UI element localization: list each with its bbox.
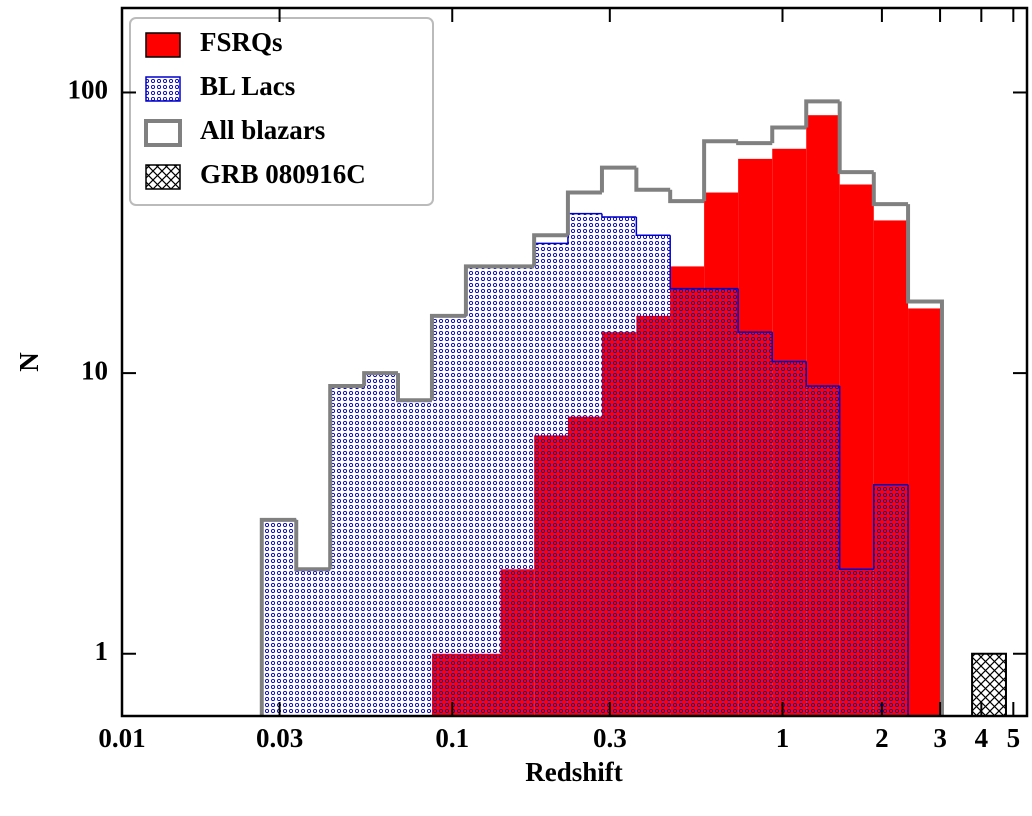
legend-swatch <box>145 32 181 58</box>
histogram-outline <box>838 385 874 571</box>
histogram-step <box>599 165 637 193</box>
legend-swatch <box>144 119 182 147</box>
histogram-step <box>804 99 840 128</box>
histogram-bar <box>296 569 331 716</box>
histogram-outline <box>737 288 773 333</box>
histogram-bar <box>670 288 705 716</box>
legend-label: BL Lacs <box>200 71 295 101</box>
histogram-bar <box>465 266 501 716</box>
plot-marks <box>259 99 1007 717</box>
histogram-step <box>565 190 602 236</box>
histogram-outline <box>805 361 840 387</box>
histogram-step <box>634 167 671 192</box>
histogram-step <box>837 101 874 175</box>
histogram-outline <box>635 216 671 236</box>
histogram-bar <box>261 519 297 716</box>
histogram-bar <box>873 484 909 716</box>
x-tick-label: 0.3 <box>593 723 627 753</box>
histogram-step <box>668 189 705 204</box>
legend-swatch <box>145 76 181 102</box>
histogram-bar <box>534 243 568 716</box>
plot-frame <box>120 6 1029 718</box>
histogram-step <box>429 313 466 401</box>
x-tick-label: 0.1 <box>435 723 469 753</box>
histogram-step <box>395 373 432 403</box>
histogram-bar <box>567 213 602 717</box>
x-tick-label: 2 <box>875 723 889 753</box>
x-tick-label: 5 <box>1007 723 1021 753</box>
histogram-bar <box>839 569 874 716</box>
histogram-step <box>328 383 365 570</box>
histogram-bar <box>636 235 671 716</box>
legend-swatch <box>145 164 181 190</box>
histogram-outline <box>873 484 909 570</box>
histogram-bar <box>704 288 739 716</box>
histogram-bar <box>772 361 807 716</box>
histogram-step <box>871 172 909 207</box>
x-tick-label: 0.03 <box>256 723 303 753</box>
histogram-step <box>463 264 501 316</box>
legend-label: All blazars <box>200 115 325 145</box>
histogram-outline <box>295 519 331 571</box>
histogram-bar <box>971 652 1007 717</box>
histogram-bar <box>330 385 365 716</box>
histogram-outline <box>397 373 432 402</box>
y-axis-label: N <box>14 352 44 372</box>
histogram-bar <box>601 216 637 717</box>
legend-label: FSRQs <box>200 27 283 57</box>
histogram-step <box>702 139 739 202</box>
legend: FSRQs BL Lacs All blazars GRB 080916C <box>129 17 434 206</box>
histogram-outline <box>601 213 637 218</box>
x-tick-label: 3 <box>933 723 947 753</box>
histogram-bar <box>364 373 398 716</box>
histogram-bar <box>806 385 840 716</box>
histogram-step <box>259 517 297 716</box>
legend-frame <box>129 17 434 206</box>
histogram-step <box>532 233 568 267</box>
histogram-step <box>736 141 773 146</box>
x-tick-label: 1 <box>776 723 790 753</box>
histogram-step <box>906 204 944 716</box>
histogram-step <box>770 125 807 144</box>
y-tick-label: 1 <box>95 636 109 666</box>
histogram-step <box>294 519 331 572</box>
histogram-bar <box>500 266 535 716</box>
histogram-bar <box>397 400 432 716</box>
legend-label: GRB 080916C <box>200 159 366 189</box>
histogram-outline <box>669 235 705 290</box>
x-tick-label: 0.01 <box>98 723 145 753</box>
histogram-bar <box>431 315 466 716</box>
x-axis-label: Redshift <box>525 757 623 787</box>
y-tick-label: 10 <box>81 355 108 385</box>
x-tick-label: 4 <box>975 723 989 753</box>
histogram-bar <box>908 308 942 716</box>
histogram-step <box>362 371 398 386</box>
y-tick-label: 100 <box>68 75 109 105</box>
histogram-bar <box>738 332 773 716</box>
histogram-outline <box>771 332 807 363</box>
